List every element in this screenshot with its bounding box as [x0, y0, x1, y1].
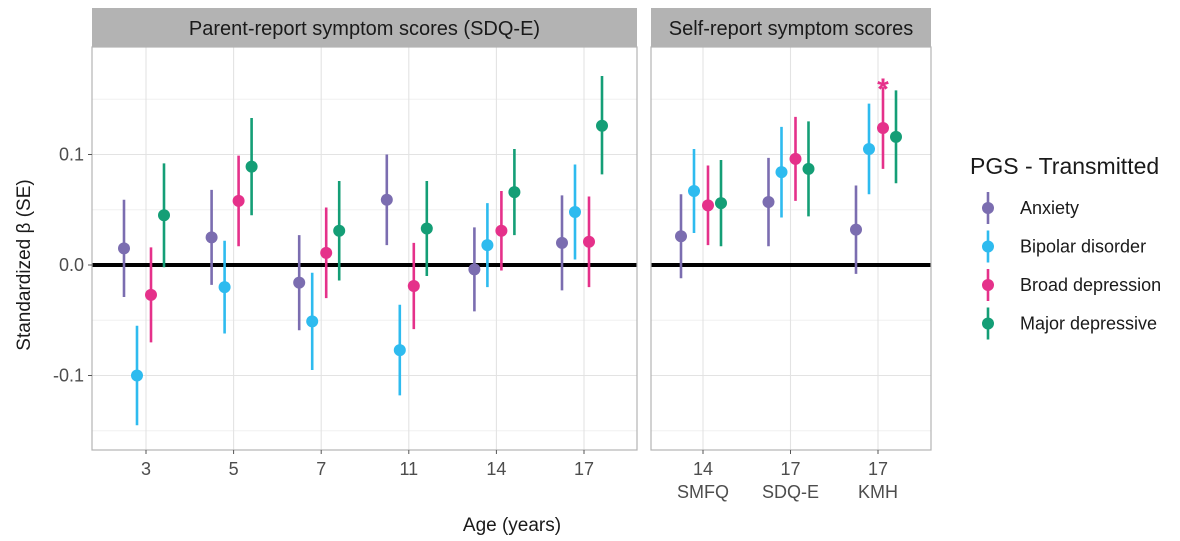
- x-tick-sublabel: SDQ-E: [762, 482, 819, 502]
- data-point: [333, 224, 346, 237]
- x-tick-sublabel: SMFQ: [677, 482, 729, 502]
- data-point: [596, 119, 608, 132]
- data-point: [508, 186, 521, 199]
- data-point: [556, 236, 568, 249]
- panel-parent-report: Parent-report symptom scores (SDQ-E) 3 5 7 1…: [91, 8, 638, 479]
- legend-swatch-dot: [982, 202, 994, 214]
- data-point: [583, 235, 595, 248]
- legend-swatch-dot: [982, 317, 994, 330]
- data-point: [863, 142, 875, 155]
- data-point: [158, 209, 170, 222]
- data-point: [232, 194, 245, 207]
- data-point: [293, 276, 306, 289]
- data-point: [850, 223, 862, 236]
- panel-border: [91, 46, 638, 451]
- significance-annotation: *: [877, 73, 889, 106]
- data-point: [131, 369, 143, 382]
- data-point: [218, 281, 231, 294]
- data-point: [702, 199, 714, 212]
- panel-title: Self-report symptom scores: [669, 18, 914, 40]
- data-point: [789, 152, 802, 165]
- legend-item: Major depressive: [982, 307, 1157, 340]
- x-tick-label: 5: [229, 459, 239, 479]
- x-tick-label: 17: [780, 459, 800, 479]
- data-point: [775, 166, 788, 179]
- y-tick-label: 0.0: [59, 255, 84, 275]
- panel-self-report: Self-report symptom scores 14 SMFQ 17 SDQ-E 1…: [650, 8, 932, 502]
- data-point: [306, 315, 319, 328]
- data-point: [569, 205, 581, 218]
- x-tick-label: 17: [574, 459, 594, 479]
- data-point: [468, 263, 481, 276]
- data-point: [877, 121, 889, 134]
- y-tick-label: 0.1: [59, 145, 84, 165]
- panel-background: [92, 47, 637, 450]
- data-point: [688, 184, 700, 197]
- panel-title: Parent-report symptom scores (SDQ-E): [189, 18, 540, 40]
- data-point: [420, 222, 433, 235]
- legend: PGS - Transmitted Anxiety Bipolar disorde…: [970, 153, 1161, 340]
- x-axis-label: Age (years): [463, 515, 561, 536]
- legend-item: Broad depression: [982, 269, 1161, 301]
- data-point: [481, 239, 494, 252]
- legend-label: Broad depression: [1020, 275, 1161, 295]
- data-point: [118, 242, 130, 255]
- y-tick-label: -0.1: [53, 366, 84, 386]
- data-point: [802, 162, 815, 175]
- data-point: [145, 288, 157, 301]
- y-axis-label: Standardized β (SE): [14, 179, 35, 350]
- data-point: [495, 224, 508, 237]
- legend-title: PGS - Transmitted: [970, 153, 1159, 179]
- x-tick-sublabel: KMH: [858, 482, 898, 502]
- x-tick-label: 14: [693, 459, 713, 479]
- legend-item: Bipolar disorder: [982, 230, 1146, 263]
- data-point: [675, 230, 687, 243]
- data-point: [890, 130, 902, 143]
- data-point: [380, 193, 393, 206]
- x-tick-label: 3: [141, 459, 151, 479]
- data-point: [393, 344, 406, 357]
- legend-swatch-dot: [982, 279, 994, 291]
- x-tick-label: 17: [868, 459, 888, 479]
- data-point: [715, 197, 727, 210]
- y-axis: -0.1 0.0 0.1: [53, 145, 92, 386]
- legend-item: Anxiety: [982, 192, 1079, 224]
- legend-label: Anxiety: [1020, 198, 1079, 218]
- legend-swatch-dot: [982, 240, 994, 253]
- data-point: [320, 246, 333, 259]
- data-point: [205, 231, 218, 244]
- data-point: [245, 160, 258, 173]
- legend-label: Major depressive: [1020, 314, 1157, 334]
- data-point: [762, 196, 775, 209]
- x-tick-label: 11: [399, 459, 418, 479]
- legend-label: Bipolar disorder: [1020, 237, 1146, 257]
- data-point: [407, 279, 420, 292]
- panel-strip: [92, 8, 637, 47]
- x-tick-label: 14: [486, 459, 506, 479]
- panel-strip: [651, 8, 931, 47]
- x-tick-label: 7: [316, 459, 326, 479]
